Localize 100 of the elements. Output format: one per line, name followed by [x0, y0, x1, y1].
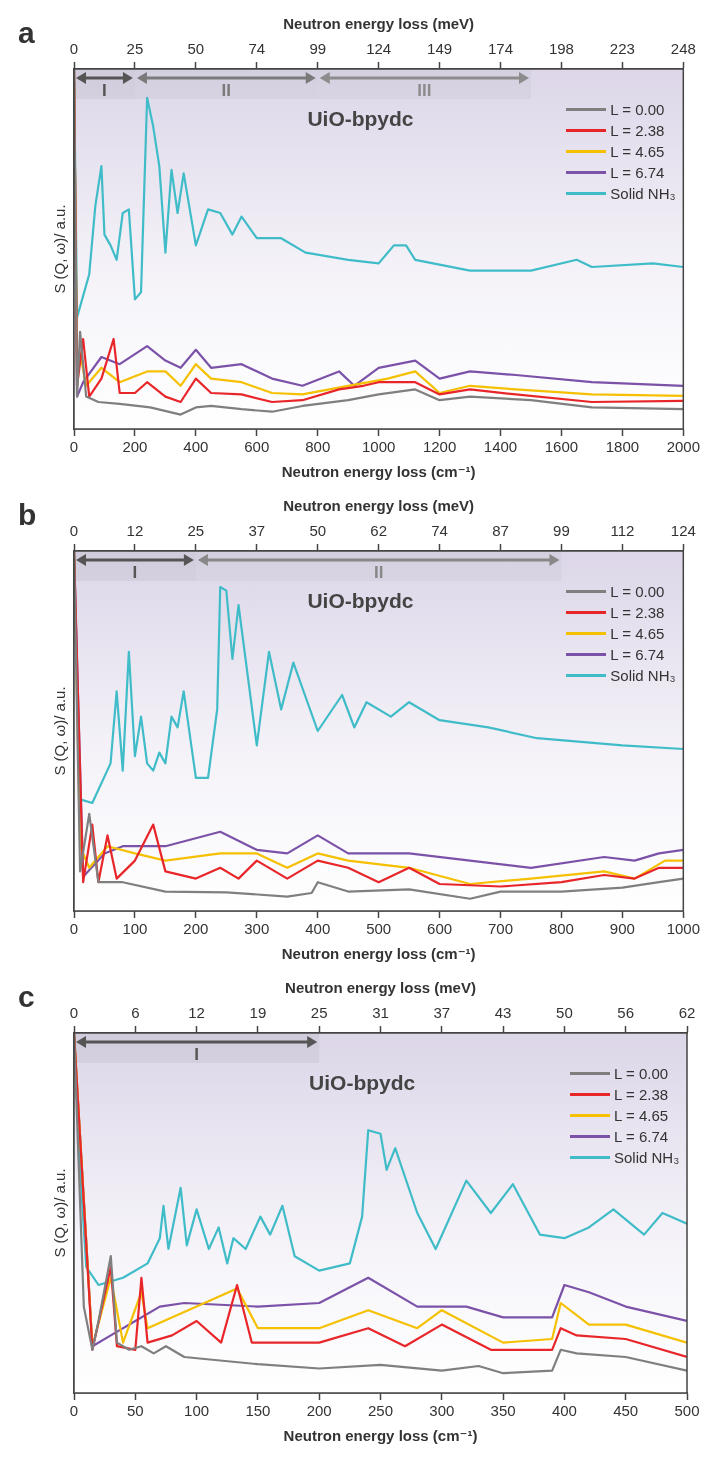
band-label: II [221, 81, 232, 101]
x-tick-label: 0 [69, 920, 79, 938]
legend-label: Solid NH₃ [610, 185, 676, 202]
x-tick-label: 400 [183, 438, 209, 456]
x-tick-label: 450 [613, 1402, 639, 1420]
text: c [18, 980, 35, 1014]
legend-label: L = 0.00 [610, 583, 665, 600]
x-tick-label: 500 [366, 920, 392, 938]
legend-label: L = 6.74 [614, 1128, 669, 1145]
legend-label: L = 2.38 [610, 122, 665, 139]
x2-tick-label: 19 [249, 1004, 267, 1022]
x-tick-label: 1600 [544, 438, 579, 456]
legend-label: L = 6.74 [610, 646, 665, 663]
x-tick-label: 400 [305, 920, 331, 938]
x-axis-title: Neutron energy loss (cm⁻¹) [283, 1427, 478, 1445]
legend-label: Solid NH₃ [610, 667, 676, 684]
legend-label: L = 4.65 [610, 625, 665, 642]
x-tick-label: 700 [488, 920, 514, 938]
x2-tick-label: 74 [248, 40, 266, 58]
x-tick-label: 1200 [422, 438, 457, 456]
band-label: I [132, 563, 138, 583]
x-tick-label: 300 [429, 1402, 455, 1420]
x-tick-label: 100 [184, 1402, 210, 1420]
x2-tick-label: 0 [69, 522, 79, 540]
y-axis-title: S (Q, ω)/ a.u. [51, 686, 69, 776]
x2-tick-label: 12 [188, 1004, 205, 1022]
legend-label: L = 4.65 [610, 143, 665, 160]
x2-tick-label: 25 [187, 522, 205, 540]
x2-tick-label: 99 [553, 522, 570, 540]
x2-axis-title: Neutron energy loss (meV) [285, 979, 476, 997]
x2-tick-label: 124 [366, 40, 392, 58]
y-axis-title: S (Q, ω)/ a.u. [51, 1168, 69, 1258]
x2-tick-label: 56 [617, 1004, 635, 1022]
x-tick-label: 500 [674, 1402, 700, 1420]
x-tick-label: 150 [245, 1402, 271, 1420]
x-tick-label: 1800 [605, 438, 640, 456]
x2-tick-label: 12 [126, 522, 144, 540]
x-tick-label: 50 [126, 1402, 144, 1420]
legend-label: L = 0.00 [610, 101, 665, 118]
annotation: UiO-bpydc [309, 1071, 416, 1096]
x2-tick-label: 149 [427, 40, 453, 58]
text: a [18, 16, 35, 50]
x-tick-label: 1000 [666, 920, 700, 938]
legend-label: L = 2.38 [614, 1086, 669, 1103]
x-tick-label: 1400 [483, 438, 518, 456]
x2-tick-label: 31 [372, 1004, 389, 1022]
x2-tick-label: 99 [309, 40, 327, 58]
legend-label: L = 4.65 [614, 1107, 669, 1124]
x-tick-label: 2000 [666, 438, 700, 456]
x-tick-label: 600 [427, 920, 453, 938]
x-tick-label: 350 [490, 1402, 516, 1420]
x2-tick-label: 43 [494, 1004, 512, 1022]
x2-tick-label: 74 [431, 522, 448, 540]
y-axis-title: S (Q, ω)/ a.u. [51, 204, 69, 294]
x2-tick-label: 124 [670, 522, 696, 540]
x-tick-label: 800 [548, 920, 574, 938]
x2-tick-label: 37 [248, 522, 266, 540]
x-tick-label: 1000 [361, 438, 396, 456]
x2-tick-label: 50 [309, 522, 327, 540]
x2-axis-title: Neutron energy loss (meV) [283, 497, 475, 515]
x-tick-label: 200 [122, 438, 148, 456]
x2-tick-label: 87 [492, 522, 509, 540]
x2-tick-label: 6 [131, 1004, 140, 1022]
x2-tick-label: 0 [69, 40, 79, 58]
x-tick-label: 300 [244, 920, 270, 938]
x2-tick-label: 50 [556, 1004, 573, 1022]
x-axis-title: Neutron energy loss (cm⁻¹) [281, 945, 476, 963]
x2-tick-label: 223 [609, 40, 635, 58]
x2-tick-label: 62 [370, 522, 387, 540]
legend-label: L = 2.38 [610, 604, 665, 621]
band-label: I [194, 1045, 199, 1065]
legend-label: L = 0.00 [614, 1065, 669, 1082]
band-label: II [373, 563, 384, 583]
legend-label: L = 6.74 [610, 164, 665, 181]
annotation: UiO-bpydc [307, 589, 414, 614]
band-label: I [102, 81, 107, 101]
x2-tick-label: 25 [310, 1004, 328, 1022]
x2-tick-label: 174 [488, 40, 514, 58]
x2-tick-label: 248 [670, 40, 696, 58]
x2-tick-label: 112 [610, 522, 635, 540]
x-axis-title: Neutron energy loss (cm⁻¹) [281, 463, 476, 481]
x2-tick-label: 25 [126, 40, 144, 58]
x-tick-label: 600 [244, 438, 270, 456]
legend-label: Solid NH₃ [614, 1149, 680, 1166]
x-tick-label: 400 [551, 1402, 577, 1420]
x-tick-label: 0 [69, 1402, 79, 1420]
x2-tick-label: 62 [678, 1004, 696, 1022]
band-label: III [417, 81, 432, 101]
x-tick-label: 200 [306, 1402, 332, 1420]
x2-tick-label: 0 [69, 1004, 79, 1022]
annotation: UiO-bpydc [307, 107, 414, 132]
x-tick-label: 100 [122, 920, 148, 938]
text: b [18, 498, 37, 532]
x-tick-label: 900 [609, 920, 635, 938]
x2-tick-label: 198 [548, 40, 574, 58]
x2-tick-label: 37 [433, 1004, 451, 1022]
x-tick-label: 250 [367, 1402, 394, 1420]
x2-tick-label: 50 [187, 40, 205, 58]
x-tick-label: 0 [69, 438, 79, 456]
x-tick-label: 800 [305, 438, 331, 456]
